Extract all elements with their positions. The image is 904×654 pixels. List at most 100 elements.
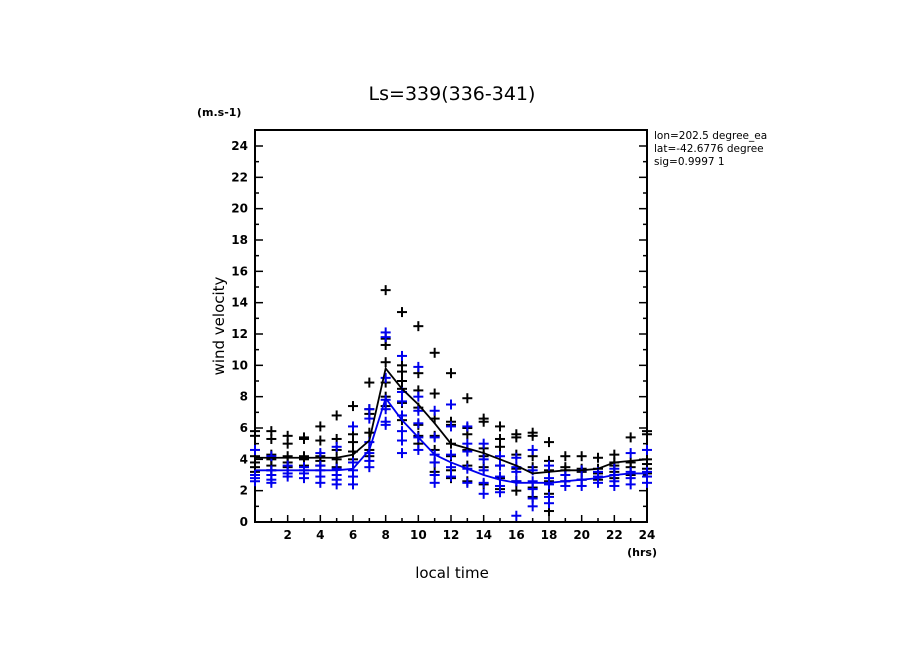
data-point-black — [560, 451, 571, 462]
x-axis-label: local time — [415, 564, 489, 582]
axis-ticks: 2 4 6 8 10 12 14 16 18 20 22 2402468101214161820222… — [231, 139, 655, 542]
data-point-blue — [527, 501, 538, 512]
data-point-blue — [511, 476, 522, 487]
data-point-black — [315, 421, 326, 432]
data-point-blue — [495, 487, 505, 498]
data-point-blue — [397, 350, 407, 361]
y-unit-label: (m.s-1) — [197, 106, 241, 119]
data-point-blue — [429, 405, 440, 416]
y-tick-label: 6 — [240, 421, 248, 435]
data-point-blue — [544, 460, 554, 471]
data-point-blue — [250, 476, 260, 487]
data-point-blue — [348, 479, 358, 490]
chart-title: Ls=339(336-341) — [369, 83, 536, 105]
data-point-black — [495, 441, 505, 452]
data-point-black — [429, 347, 440, 358]
x-tick-label: 6 — [349, 528, 357, 542]
data-point-blue — [462, 421, 473, 432]
data-point-blue — [315, 477, 326, 488]
data-point-blue — [576, 480, 587, 491]
data-point-blue — [299, 473, 309, 484]
data-point-black — [380, 285, 391, 296]
x-tick-label: 20 — [573, 528, 590, 542]
data-point-blue — [446, 421, 456, 432]
data-point-blue — [446, 449, 456, 460]
series-line-blue-mean — [255, 396, 647, 484]
data-point-black — [315, 435, 326, 446]
data-point-blue — [380, 419, 391, 430]
data-point-blue — [527, 484, 538, 495]
data-point-blue — [397, 396, 407, 407]
data-point-blue — [495, 460, 505, 471]
data-point-blue — [331, 441, 342, 452]
data-point-blue — [364, 462, 375, 473]
data-point-blue — [560, 480, 571, 491]
data-point-black — [250, 430, 260, 441]
data-point-blue — [413, 405, 424, 416]
data-point-blue — [397, 426, 407, 437]
data-point-black — [299, 433, 309, 444]
x-tick-label: 18 — [541, 528, 558, 542]
data-point-blue — [478, 477, 489, 488]
x-tick-label: 8 — [381, 528, 389, 542]
data-point-black — [413, 321, 424, 332]
data-point-black — [364, 377, 375, 388]
x-tick-label: 14 — [475, 528, 492, 542]
mean-lines — [255, 366, 648, 484]
data-point-black — [364, 427, 375, 438]
data-point-blue — [282, 471, 293, 482]
info-lon: lon=202.5 degree_ea — [654, 130, 767, 142]
data-point-blue — [511, 510, 522, 521]
data-point-blue — [527, 444, 538, 455]
data-point-blue — [593, 477, 603, 488]
data-point-blue — [478, 454, 489, 465]
data-point-black — [495, 421, 505, 432]
data-point-black — [331, 410, 342, 421]
y-axis-label: wind velocity — [210, 276, 228, 375]
info-block: lon=202.5 degree_ea lat=-42.6776 degree … — [654, 130, 767, 168]
x-tick-label: 10 — [410, 528, 427, 542]
y-tick-label: 18 — [231, 233, 248, 247]
data-point-blue — [266, 451, 277, 462]
data-point-blue — [413, 391, 424, 402]
data-point-blue — [380, 332, 391, 343]
data-point-blue — [266, 477, 277, 488]
data-point-blue — [413, 361, 424, 372]
data-point-blue — [625, 448, 636, 459]
data-point-blue — [429, 477, 440, 488]
data-point-black — [593, 452, 603, 463]
data-point-black — [576, 451, 587, 462]
data-point-black — [544, 437, 554, 448]
data-point-black — [429, 388, 440, 399]
data-point-blue — [544, 479, 554, 490]
data-point-black — [511, 485, 522, 496]
data-point-blue — [429, 457, 440, 468]
data-point-black — [397, 366, 407, 377]
x-unit-label: (hrs) — [627, 546, 657, 559]
data-point-black — [446, 368, 456, 379]
data-point-blue — [511, 466, 522, 477]
data-point-blue — [348, 421, 358, 432]
data-point-blue — [315, 448, 326, 459]
data-point-blue — [478, 465, 489, 476]
series-line-black-mean — [255, 366, 648, 475]
y-tick-label: 0 — [240, 515, 248, 529]
data-point-blue — [609, 480, 620, 491]
data-point-black — [266, 433, 277, 444]
data-point-blue — [544, 498, 554, 509]
x-tick-label: 12 — [443, 528, 460, 542]
data-point-blue — [250, 444, 260, 455]
data-point-blue — [331, 479, 342, 490]
data-point-black — [348, 437, 358, 448]
data-point-blue — [446, 462, 456, 473]
data-point-black — [282, 438, 293, 449]
x-tick-label: 22 — [606, 528, 623, 542]
data-point-blue — [446, 399, 456, 410]
y-tick-label: 12 — [231, 327, 248, 341]
y-tick-label: 16 — [231, 264, 248, 278]
data-point-blue — [413, 418, 424, 429]
info-sig: sig=0.9997 1 — [654, 156, 725, 168]
data-point-blue — [478, 438, 489, 449]
scatter-points — [250, 285, 652, 521]
